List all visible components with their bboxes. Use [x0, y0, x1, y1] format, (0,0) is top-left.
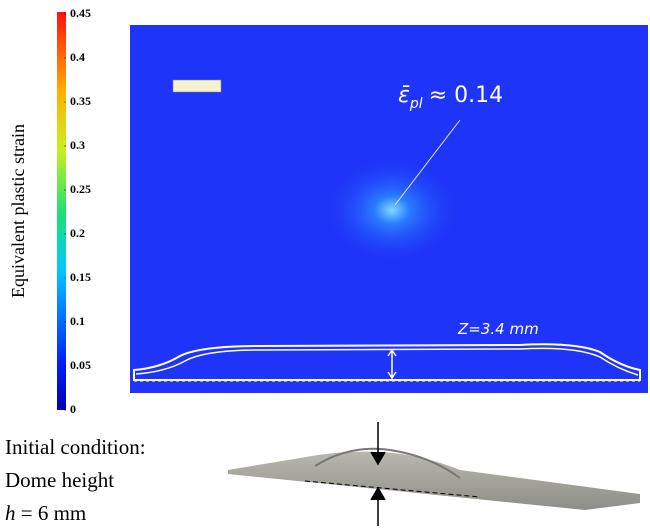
depth-label: Z=3.4 mm — [457, 320, 539, 338]
strain-value: ≈ 0.14 — [429, 83, 503, 108]
height-value: = 6 mm — [21, 501, 87, 525]
colorbar-tick-label: 0.3 — [70, 138, 85, 152]
colorbar-tick-label: 0.35 — [70, 94, 91, 108]
figure: Equivalent plastic strain 0 0.05 0.1 0.15 0.… — [0, 0, 650, 530]
dome-plate — [228, 452, 640, 510]
colorbar-tick-label: 0.4 — [70, 50, 85, 64]
colorbar-tick-label: 0.05 — [70, 358, 91, 372]
height-arrow-up — [371, 488, 385, 526]
caption-line: h = 6 mm — [5, 501, 86, 525]
caption-line: Dome height — [5, 468, 114, 492]
colorbar — [57, 12, 66, 410]
colorbar-label: Equivalent plastic strain — [8, 124, 28, 298]
colorbar-tick-label: 0.1 — [70, 314, 85, 328]
colorbar-tick-label: 0.2 — [70, 226, 85, 240]
caption-line: Initial condition: — [5, 435, 146, 459]
colorbar-tick-label: 0 — [70, 402, 76, 416]
colorbar-tick-label: 0.15 — [70, 270, 91, 284]
strain-symbol: ε̄ — [398, 83, 410, 108]
strain-hotspot — [322, 155, 462, 265]
strain-subscript: pl — [409, 96, 423, 112]
colorbar-tick-label: 0.45 — [70, 6, 91, 20]
colorbar-tick-label: 0.25 — [70, 182, 91, 196]
height-symbol: h — [5, 501, 16, 525]
probe-box — [173, 80, 221, 92]
